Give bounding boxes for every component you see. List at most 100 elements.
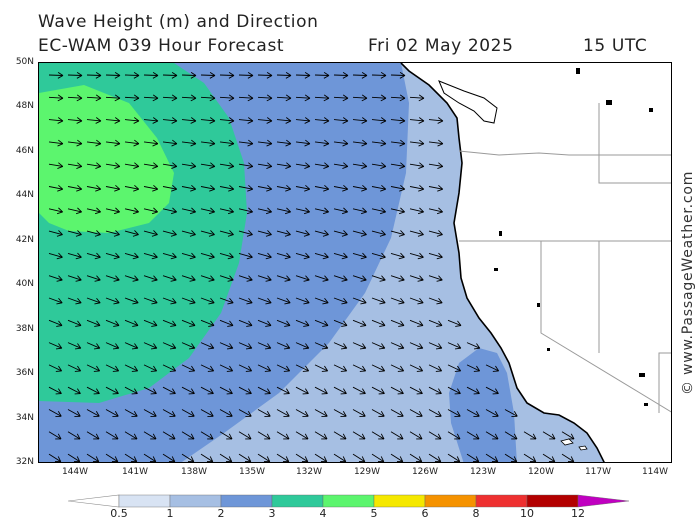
wave-direction-arrow [105, 94, 121, 102]
wave-direction-arrow [314, 139, 330, 147]
wave-direction-arrow [48, 71, 64, 79]
map-canvas [39, 63, 671, 462]
wave-direction-arrow [238, 139, 254, 147]
wave-direction-arrow [390, 342, 405, 350]
wave-height-color-scale [68, 494, 630, 508]
wave-direction-arrow [428, 139, 444, 147]
wave-direction-arrow [295, 117, 311, 124]
wave-direction-arrow [333, 71, 349, 79]
wave-direction-arrow [238, 409, 252, 417]
scale-cell [271, 494, 324, 508]
wave-direction-arrow [105, 275, 120, 282]
wave-direction-arrow [200, 275, 215, 282]
wave-direction-arrow [143, 117, 159, 124]
wave-direction-arrow [143, 453, 157, 462]
scale-cell [118, 494, 171, 508]
wave-direction-arrow [181, 364, 196, 372]
wave-direction-arrow [257, 342, 272, 350]
wave-direction-arrow [466, 386, 480, 395]
wave-direction-arrow [86, 364, 101, 372]
wave-direction-arrow [238, 117, 254, 124]
wave-direction-arrow [257, 453, 271, 462]
wave-direction-arrow [143, 409, 157, 417]
wave-direction-arrow [333, 139, 349, 147]
wave-direction-arrow [295, 319, 310, 327]
wave-direction-arrow [295, 364, 310, 372]
wave-direction-arrow [124, 431, 138, 440]
wave-direction-arrow [200, 230, 215, 237]
wave-direction-arrow [485, 431, 499, 440]
wave-direction-arrow [200, 364, 215, 372]
wave-direction-arrow [124, 117, 140, 124]
wave-height-map [38, 62, 672, 463]
wave-direction-arrow [295, 252, 310, 260]
wave-direction-arrow [86, 275, 101, 282]
wave-direction-arrow [200, 184, 216, 192]
wave-direction-arrow [238, 319, 253, 327]
wave-direction-arrow [48, 409, 62, 417]
wave-direction-arrow [143, 230, 158, 237]
wave-direction-arrow [352, 162, 368, 170]
wave-direction-arrow [105, 386, 119, 395]
lat-label-44n: 44N [15, 190, 34, 200]
wave-direction-arrow [447, 431, 461, 440]
wave-direction-arrow [162, 297, 177, 305]
wave-direction-arrow [542, 453, 556, 462]
wave-direction-arrow [219, 207, 234, 215]
wave-direction-arrow [561, 431, 575, 440]
wave-direction-arrow [200, 319, 215, 327]
wave-direction-arrow [200, 162, 216, 170]
wave-direction-arrow [200, 139, 216, 147]
inland-water-features [494, 68, 653, 406]
wave-direction-arrow [143, 139, 159, 147]
wave-direction-arrow [238, 431, 252, 440]
lon-label-138w: 138W [180, 467, 208, 477]
scale-label: 8 [472, 507, 480, 520]
scale-label: 10 [520, 507, 534, 520]
wave-direction-arrow [124, 71, 140, 79]
wave-direction-arrow [238, 275, 253, 282]
lat-label-48n: 48N [15, 101, 34, 111]
wave-direction-arrow [67, 184, 83, 192]
wave-direction-arrow [48, 297, 63, 305]
wave-direction-arrow [485, 409, 499, 417]
wave-direction-arrows [48, 71, 575, 462]
wave-direction-arrow [219, 275, 234, 282]
lat-label-46n: 46N [15, 146, 34, 156]
wave-direction-arrow [238, 162, 254, 170]
wave-direction-arrow [390, 94, 406, 102]
wave-direction-arrow [295, 342, 310, 350]
wave-direction-arrow [428, 364, 443, 372]
wave-direction-arrow [219, 252, 234, 260]
wave-direction-arrow [143, 252, 158, 260]
wave-direction-arrow [200, 297, 215, 305]
wave-direction-arrow [276, 297, 291, 305]
wave-direction-arrow [124, 409, 138, 417]
lat-label-40n: 40N [15, 279, 34, 289]
wave-direction-arrow [124, 297, 139, 305]
wave-direction-arrow [390, 297, 405, 305]
wave-direction-arrow [390, 71, 406, 79]
wave-direction-arrow [238, 342, 253, 350]
wave-direction-arrow [143, 207, 158, 215]
wave-direction-arrow [333, 364, 348, 372]
lat-label-32n: 32N [15, 457, 34, 467]
wave-direction-arrow [295, 184, 311, 192]
wave-direction-arrow [371, 342, 386, 350]
wave-direction-arrow [67, 230, 82, 237]
forecast-date: Fri 02 May 2025 [368, 36, 514, 56]
wave-direction-arrow [257, 409, 271, 417]
wave-direction-arrow [276, 409, 290, 417]
wave-direction-arrow [162, 230, 177, 237]
wave-direction-arrow [409, 319, 424, 327]
wave-direction-arrow [333, 275, 348, 282]
wave-direction-arrow [143, 431, 157, 440]
wave-direction-arrow [485, 386, 499, 395]
wave-direction-arrow [314, 71, 330, 79]
wave-direction-arrow [371, 252, 386, 260]
wave-direction-arrow [390, 431, 404, 440]
wave-direction-arrow [124, 342, 139, 350]
scale-cell-below-0-5 [68, 494, 120, 508]
wave-zone-1-2m-south [517, 423, 598, 462]
wave-direction-arrow [428, 453, 442, 462]
